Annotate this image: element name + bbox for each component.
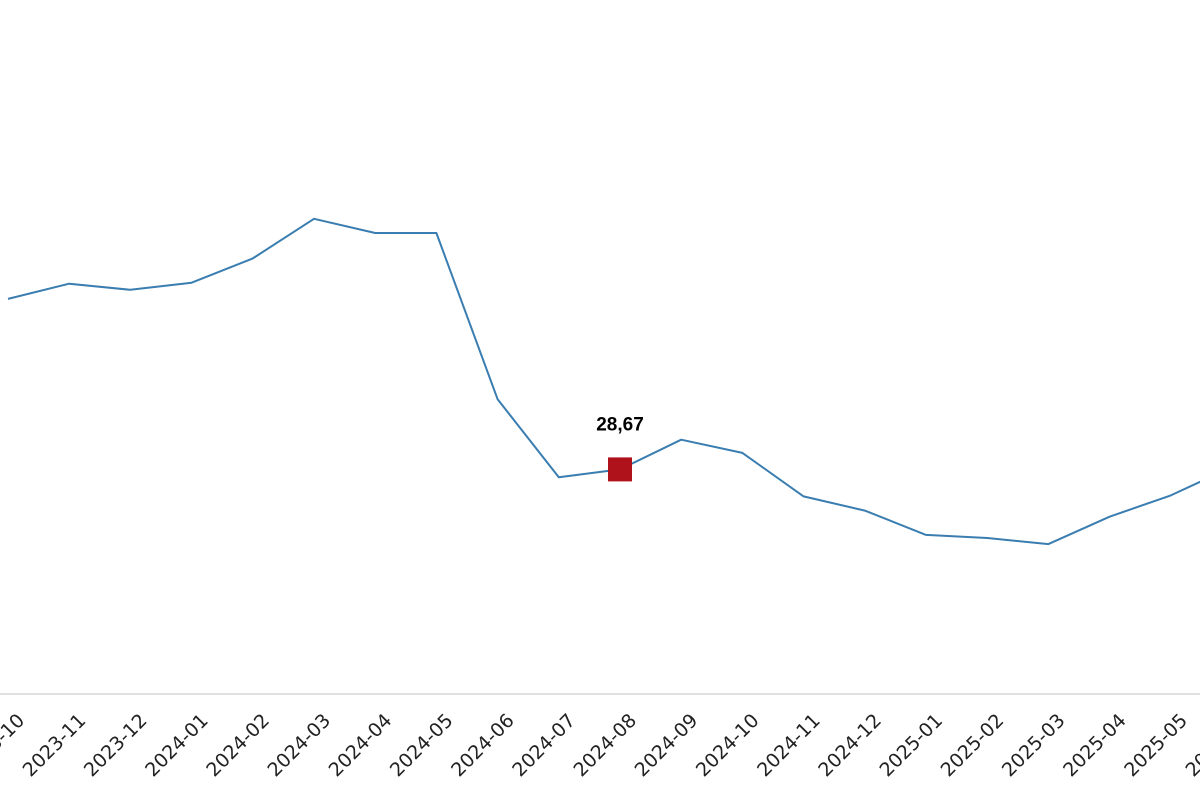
x-tick-label: 2024-03 [263, 710, 335, 782]
x-tick-label: 2024-10 [692, 710, 764, 782]
x-tick-label: 2024-02 [202, 710, 274, 782]
x-tick-label: 2024-01 [141, 710, 213, 782]
x-tick-label: 2025-01 [875, 710, 947, 782]
x-tick-label: 2024-04 [325, 710, 397, 782]
highlight-marker [608, 457, 632, 482]
x-tick-label: 2024-06 [447, 710, 519, 782]
x-tick-label: 2024-12 [814, 710, 886, 782]
x-tick-label: 2024-08 [569, 710, 641, 782]
x-tick-label: 2023-11 [19, 710, 91, 782]
x-tick-label: 2025-02 [937, 710, 1009, 782]
x-tick-label: 2025-04 [1059, 710, 1131, 782]
x-tick-label: 2023-12 [80, 710, 152, 782]
x-tick-label: 2024-05 [386, 710, 458, 782]
series-line-0 [7, 217, 1200, 546]
series-layer [7, 217, 1200, 546]
x-tick-label: 2024-11 [753, 710, 825, 782]
x-tick-labels: 2023-102023-112023-122024-012024-022024-… [0, 710, 1200, 782]
highlight-value-label: 28,67 [596, 414, 644, 435]
x-tick-label: 2024-07 [508, 710, 580, 782]
x-tick-label: 2025-05 [1120, 710, 1192, 782]
x-tick-label: 2024-09 [631, 710, 703, 782]
x-tick-label: 2025-03 [998, 710, 1070, 782]
marker-layer: 28,67 [596, 414, 644, 482]
